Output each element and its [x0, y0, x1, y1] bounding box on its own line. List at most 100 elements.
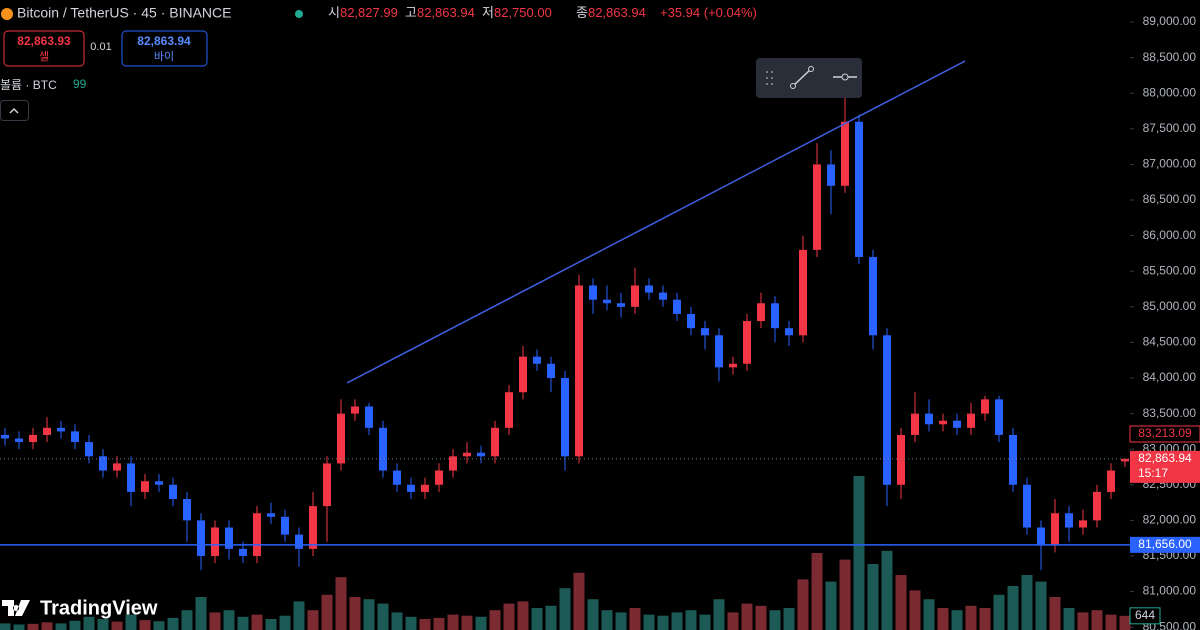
- hline-tool[interactable]: [833, 73, 857, 81]
- volume-bar: [391, 612, 403, 630]
- volume-bar: [475, 616, 487, 630]
- volume-bar: [1119, 615, 1131, 630]
- candle-body: [673, 299, 681, 314]
- candle-body: [29, 434, 37, 443]
- candle-body: [911, 413, 919, 435]
- trendline-tool[interactable]: [790, 66, 814, 89]
- collapse-button[interactable]: [0, 100, 29, 121]
- candle-body: [715, 335, 723, 368]
- buy-button[interactable]: 82,863.94 바이: [121, 30, 208, 67]
- ohlc-label: 시: [328, 5, 340, 20]
- candle-body: [827, 164, 835, 186]
- volume-bar: [825, 581, 837, 630]
- volume-bar: [881, 550, 893, 630]
- candle-body: [169, 484, 177, 500]
- logo-mark: [2, 600, 30, 616]
- volume-bar: [573, 572, 585, 630]
- candle-body: [575, 285, 583, 457]
- ohlc-value: 82,863.94: [417, 5, 475, 20]
- candle-body: [519, 356, 527, 393]
- volume-bar: [741, 603, 753, 630]
- candle-body: [71, 431, 79, 443]
- tool-dot: [790, 83, 796, 89]
- candle-body: [267, 513, 275, 517]
- candle-body: [449, 456, 457, 471]
- quantity[interactable]: 0.01: [90, 41, 111, 53]
- candle-body: [477, 452, 485, 457]
- volume-bar: [419, 619, 431, 630]
- volume-bar: [1063, 608, 1075, 630]
- candle-body: [897, 434, 905, 485]
- candle-body: [197, 520, 205, 556]
- volume-bar: [531, 608, 543, 630]
- candle-body: [1079, 520, 1087, 528]
- volume-bar: [727, 612, 739, 630]
- y-tick-label: 84,000.00: [1143, 370, 1197, 384]
- volume-bar: [13, 624, 25, 630]
- volume-bar: [1021, 575, 1033, 630]
- volume-bar: [909, 590, 921, 630]
- volume-bar: [671, 612, 683, 630]
- volume-bar: [1105, 614, 1117, 630]
- last-price-box: [1130, 450, 1200, 483]
- volume-bar: [0, 623, 11, 630]
- volume-bar: [335, 577, 347, 630]
- plot: 80,500.0081,000.0081,500.0082,000.0082,5…: [0, 14, 1196, 630]
- y-tick-label: 87,500.00: [1143, 121, 1197, 135]
- y-tick-label: 88,500.00: [1143, 50, 1197, 64]
- candle-body: [1121, 458, 1129, 462]
- candle-body: [589, 285, 597, 300]
- volume-bar: [83, 616, 95, 630]
- candle-body: [729, 363, 737, 368]
- volume-bar: [307, 610, 319, 630]
- volume-bar: [265, 619, 277, 630]
- volume-label-box: [1129, 607, 1161, 625]
- candle-body: [99, 456, 107, 471]
- candle-body: [57, 427, 65, 432]
- candle-body: [701, 328, 709, 336]
- sell-button[interactable]: 82,863.93 셀: [3, 30, 85, 67]
- sell-box: [3, 30, 85, 67]
- tool-line: [792, 68, 812, 87]
- y-tick-label: 83,500.00: [1143, 406, 1197, 420]
- volume-bar: [755, 605, 767, 630]
- candle-body: [113, 463, 121, 471]
- candle-body: [841, 121, 849, 186]
- ohlc-label: 저: [482, 5, 494, 20]
- y-tick-label: 89,000.00: [1143, 14, 1197, 28]
- volume-bar: [783, 608, 795, 630]
- ohlc-value: 82,827.99: [340, 5, 398, 20]
- candle-body: [785, 328, 793, 336]
- candle-body: [813, 164, 821, 250]
- status-dot: [295, 10, 303, 18]
- volume-bar: [895, 575, 907, 630]
- y-tick-label: 84,500.00: [1143, 335, 1197, 349]
- candle-body: [981, 399, 989, 414]
- candle-body: [967, 413, 975, 428]
- candle-body: [869, 256, 877, 336]
- volume-bar: [965, 605, 977, 630]
- candle-body: [491, 427, 499, 457]
- candle-body: [1107, 470, 1115, 492]
- candle-body: [323, 463, 331, 507]
- candle-body: [771, 303, 779, 329]
- volume-bar: [181, 610, 193, 630]
- volume-bar: [363, 599, 375, 630]
- volume-bar: [209, 612, 221, 630]
- y-tick-label: 81,000.00: [1143, 584, 1197, 598]
- volume-bar: [615, 612, 627, 630]
- countdown: 15:17: [1138, 466, 1168, 480]
- volume-legend-value: 99: [73, 77, 87, 91]
- candle-body: [225, 527, 233, 549]
- chevron: [9, 107, 19, 114]
- symbol: Bitcoin / TetherUS · 45 · BINANCE: [17, 5, 231, 21]
- candle-body: [505, 392, 513, 428]
- drag-handle[interactable]: [766, 71, 773, 85]
- candle-body: [757, 303, 765, 322]
- volume-bar: [923, 599, 935, 630]
- volume-bar: [503, 603, 515, 630]
- y-tick-label: 87,000.00: [1143, 157, 1197, 171]
- y-tick-label: 80,500.00: [1143, 619, 1197, 630]
- logo-text: TradingView: [40, 597, 158, 619]
- candle-body: [337, 413, 345, 464]
